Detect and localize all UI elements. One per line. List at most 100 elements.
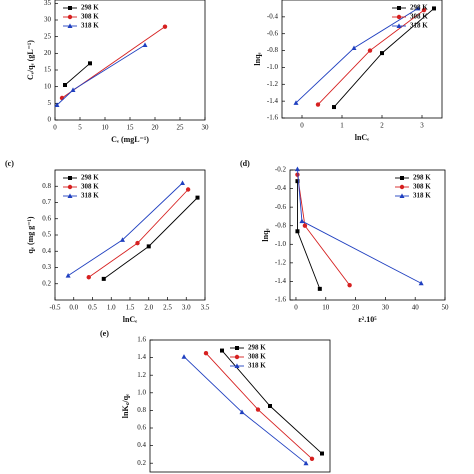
- legend-label: 318 K: [248, 362, 266, 370]
- y-tick-label: -0.4: [275, 184, 287, 192]
- x-axis-label: lnCₑ: [123, 315, 138, 324]
- plot-frame: [289, 169, 446, 301]
- marker: [418, 280, 424, 286]
- y-tick-label: 5: [48, 99, 52, 107]
- y-tick-label: 0.4: [137, 441, 146, 449]
- marker: [415, 5, 421, 11]
- x-tick-label: 30: [382, 304, 390, 312]
- y-axis-label: Cₑ/qₑ (gL⁻¹): [26, 40, 35, 80]
- fit-line: [297, 174, 350, 286]
- plot-frame: [281, 0, 443, 119]
- y-tick-label: 0.2: [137, 459, 146, 467]
- y-tick-label: 20: [44, 49, 52, 57]
- y-tick-label: 0: [48, 116, 52, 124]
- x-tick-label: 2.0: [144, 304, 153, 312]
- marker: [162, 24, 168, 29]
- x-tick-label: 1: [340, 122, 344, 130]
- y-tick-label: -1.0: [275, 240, 287, 248]
- legend-label: 318 K: [81, 192, 99, 200]
- plot-frame: [54, 169, 206, 301]
- marker: [351, 45, 357, 51]
- y-tick-label: 1.0: [137, 388, 146, 396]
- y-tick-label: 0.5: [42, 231, 51, 239]
- marker: [317, 286, 322, 291]
- fit-line: [183, 356, 307, 464]
- x-axis-label: ε².10⁵: [358, 315, 377, 324]
- marker: [309, 456, 315, 461]
- y-tick-label: 1.2: [137, 371, 146, 379]
- marker: [255, 407, 261, 412]
- x-tick-label: 3: [420, 122, 424, 130]
- marker: [135, 240, 140, 246]
- marker: [293, 100, 299, 105]
- marker: [234, 354, 240, 360]
- y-tick-label: -0.6: [275, 203, 287, 211]
- marker: [295, 229, 300, 234]
- x-tick-label: -0.5: [49, 304, 61, 312]
- marker: [70, 87, 76, 92]
- y-tick-label: 25: [44, 32, 52, 40]
- marker: [380, 51, 384, 56]
- marker: [101, 276, 106, 281]
- x-tick-label: 40: [412, 304, 420, 312]
- y-tick-label: -1.6: [275, 296, 287, 304]
- marker: [88, 61, 92, 66]
- marker: [146, 244, 151, 249]
- marker: [268, 404, 272, 408]
- x-tick-label: 20: [352, 304, 360, 312]
- marker: [315, 102, 321, 107]
- y-tick-label: 0.7: [42, 198, 51, 206]
- y-tick-label: 1.4: [137, 353, 146, 361]
- marker: [63, 83, 67, 87]
- y-tick-label: -1.0: [267, 63, 279, 71]
- marker: [332, 105, 336, 110]
- fit-line: [56, 44, 146, 106]
- y-tick-label: -1.6: [267, 114, 279, 122]
- x-tick-label: 0: [294, 304, 298, 312]
- fit-line: [64, 62, 91, 86]
- x-tick-label: 30: [202, 124, 210, 132]
- marker: [399, 184, 405, 190]
- y-tick-label: -0.4: [267, 12, 279, 20]
- legend-label: 308 K: [248, 353, 266, 361]
- x-tick-label: 10: [322, 304, 330, 312]
- marker: [180, 180, 185, 185]
- y-tick-label: -1.2: [275, 258, 287, 266]
- y-tick-label: 30: [44, 16, 52, 24]
- y-tick-label: -0.8: [267, 46, 279, 54]
- y-tick-label: -0.8: [275, 221, 287, 229]
- marker: [303, 460, 309, 466]
- marker: [320, 451, 324, 456]
- x-tick-label: 25: [177, 124, 185, 132]
- x-tick-label: 2.5: [163, 304, 172, 312]
- marker: [302, 223, 308, 228]
- marker: [142, 42, 148, 47]
- x-axis-label: lnCₑ: [355, 133, 370, 142]
- marker: [59, 95, 65, 101]
- x-tick-label: 1.0: [107, 304, 116, 312]
- y-tick-label: 0.3: [42, 263, 51, 271]
- marker: [396, 23, 402, 28]
- y-axis-label: lnK꜀/qₑ: [121, 394, 130, 418]
- marker: [432, 6, 436, 11]
- marker: [120, 237, 125, 242]
- x-tick-label: 0: [53, 124, 57, 132]
- marker: [239, 409, 245, 415]
- marker: [234, 363, 240, 368]
- y-tick-label: 0.8: [137, 406, 146, 414]
- y-tick-label: 10: [44, 82, 52, 90]
- fit-line: [88, 189, 189, 278]
- marker: [400, 176, 404, 180]
- legend-label: 318 K: [81, 22, 99, 30]
- y-tick-label: 1.6: [137, 336, 146, 344]
- x-tick-label: 20: [152, 124, 160, 132]
- plot-frame: [149, 339, 331, 473]
- plot-frame: [54, 0, 206, 121]
- panel-label: (d): [240, 159, 250, 168]
- x-tick-label: 5: [78, 124, 82, 132]
- marker: [421, 7, 427, 13]
- x-tick-label: 0.0: [69, 304, 78, 312]
- marker: [185, 187, 191, 192]
- x-tick-label: 10: [102, 124, 110, 132]
- marker: [347, 282, 352, 288]
